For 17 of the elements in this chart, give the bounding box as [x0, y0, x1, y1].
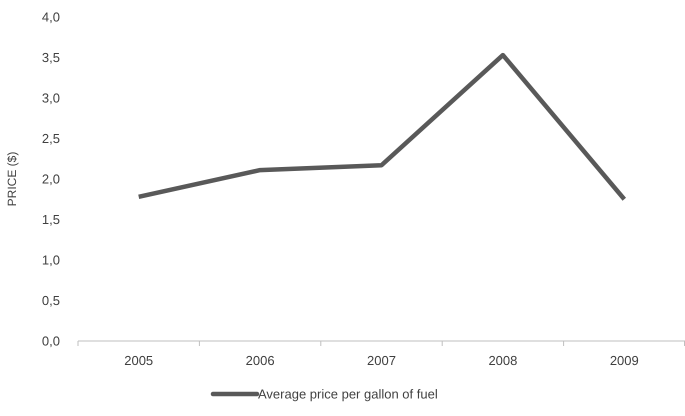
- x-tick-label: 2007: [367, 353, 396, 368]
- x-tick-label: 2008: [488, 353, 518, 368]
- y-tick-label: 1,0: [42, 252, 60, 268]
- y-tick-label: 0,5: [42, 293, 60, 308]
- y-tick-label: 1,5: [42, 212, 60, 228]
- x-tick-label: 2006: [246, 353, 275, 368]
- y-tick-label: 2,5: [42, 131, 60, 146]
- y-tick-label: 4,0: [42, 10, 60, 25]
- y-tick-label: 0,0: [42, 334, 60, 349]
- y-axis-title: PRICE ($): [5, 152, 19, 206]
- y-tick-label: 2,0: [42, 172, 60, 187]
- x-tick-label: 2005: [124, 353, 154, 368]
- legend-label: Average price per gallon of fuel: [258, 386, 438, 402]
- x-tick-label: 2009: [610, 353, 639, 368]
- line-series: [136, 52, 627, 202]
- y-tick-label: 3,0: [42, 90, 60, 106]
- y-tick-label: 3,5: [42, 50, 60, 66]
